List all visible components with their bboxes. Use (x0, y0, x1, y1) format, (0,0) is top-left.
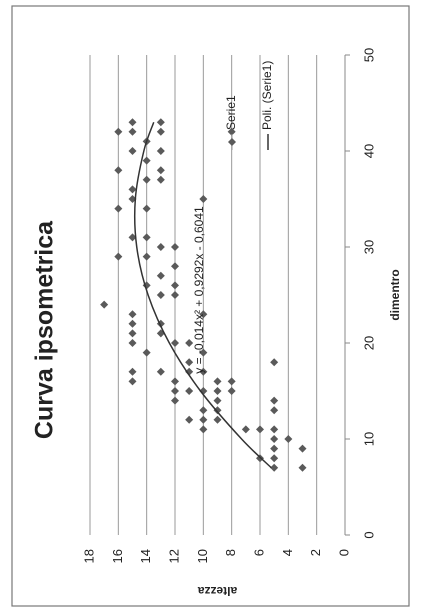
data-point (128, 127, 137, 136)
data-point (171, 281, 179, 290)
data-point (142, 252, 151, 261)
data-point (270, 444, 279, 453)
data-point (171, 291, 179, 299)
trend-equation: y = -0,014x² + 0,9292x - 0,6041 (192, 206, 206, 374)
data-point (128, 233, 137, 242)
data-point (114, 252, 123, 261)
data-point (185, 339, 194, 347)
data-point (256, 425, 264, 434)
data-point (128, 118, 137, 127)
y-tick-label: 6 (251, 549, 266, 556)
x-tick-label: 0 (361, 531, 376, 538)
chart-title: Curva ipsometrica (31, 220, 59, 439)
data-point (171, 243, 179, 251)
y-tick-label: 8 (223, 549, 238, 556)
data-point (156, 118, 165, 127)
data-point (199, 195, 208, 203)
y-tick-label: 18 (81, 549, 96, 563)
x-tick-label: 40 (361, 144, 376, 158)
y-tick-label: 10 (195, 549, 210, 563)
data-point (128, 310, 137, 319)
data-point (199, 348, 208, 357)
data-point (199, 425, 208, 434)
x-tick-label: 10 (361, 432, 376, 446)
data-point (156, 147, 165, 155)
data-point (128, 329, 137, 338)
data-point (128, 377, 137, 386)
data-point (156, 127, 165, 136)
data-point (270, 396, 279, 405)
data-point (114, 127, 123, 136)
y-tick-label: 14 (138, 549, 153, 563)
data-point (227, 377, 236, 386)
data-point (270, 425, 279, 434)
data-point (171, 387, 179, 395)
y-tick-label: 16 (110, 549, 125, 563)
data-point (156, 243, 165, 251)
data-point (142, 348, 151, 357)
data-point (100, 300, 109, 309)
data-point (128, 319, 137, 328)
data-point (142, 233, 151, 242)
data-point (213, 387, 222, 395)
data-point (114, 204, 123, 213)
data-point (171, 396, 179, 405)
data-point (241, 425, 250, 434)
y-tick-label: 4 (280, 549, 295, 556)
legend-label: Poli. (Serie1) (260, 61, 274, 130)
y-tick-label: 12 (166, 549, 181, 563)
data-point (270, 435, 279, 443)
data-point (128, 339, 137, 347)
data-point (142, 156, 151, 165)
x-axis-title: dimentro (388, 269, 402, 320)
data-point (156, 271, 165, 280)
x-tick-label: 20 (361, 336, 376, 350)
data-point (171, 262, 179, 271)
data-point (114, 166, 123, 175)
data-point (171, 339, 179, 347)
y-tick-label: 0 (336, 549, 351, 556)
data-point (156, 166, 165, 175)
data-point (156, 175, 165, 184)
data-point (227, 127, 236, 136)
data-point (213, 377, 222, 386)
x-tick-label: 50 (361, 48, 376, 62)
data-point (128, 147, 137, 155)
data-point (213, 396, 222, 405)
data-point (227, 387, 236, 395)
trend-line (133, 121, 272, 469)
y-axis-title: altezza (198, 584, 238, 598)
chart-frame (11, 5, 410, 607)
legend-label: Serie1 (224, 95, 238, 130)
data-point (185, 387, 194, 395)
x-tick-label: 30 (361, 240, 376, 254)
data-point (199, 310, 208, 319)
data-point (128, 185, 137, 194)
data-point (284, 435, 293, 443)
legend-marker (228, 138, 236, 146)
data-point (142, 175, 151, 184)
data-point (171, 377, 179, 386)
data-point (142, 204, 151, 213)
y-tick-label: 2 (308, 549, 323, 556)
rotated-chart: Curva ipsometrica dimentro altezza 0 2 4 6 8 10 1… (31, 48, 403, 598)
data-point (156, 291, 165, 299)
data-point (298, 444, 307, 453)
